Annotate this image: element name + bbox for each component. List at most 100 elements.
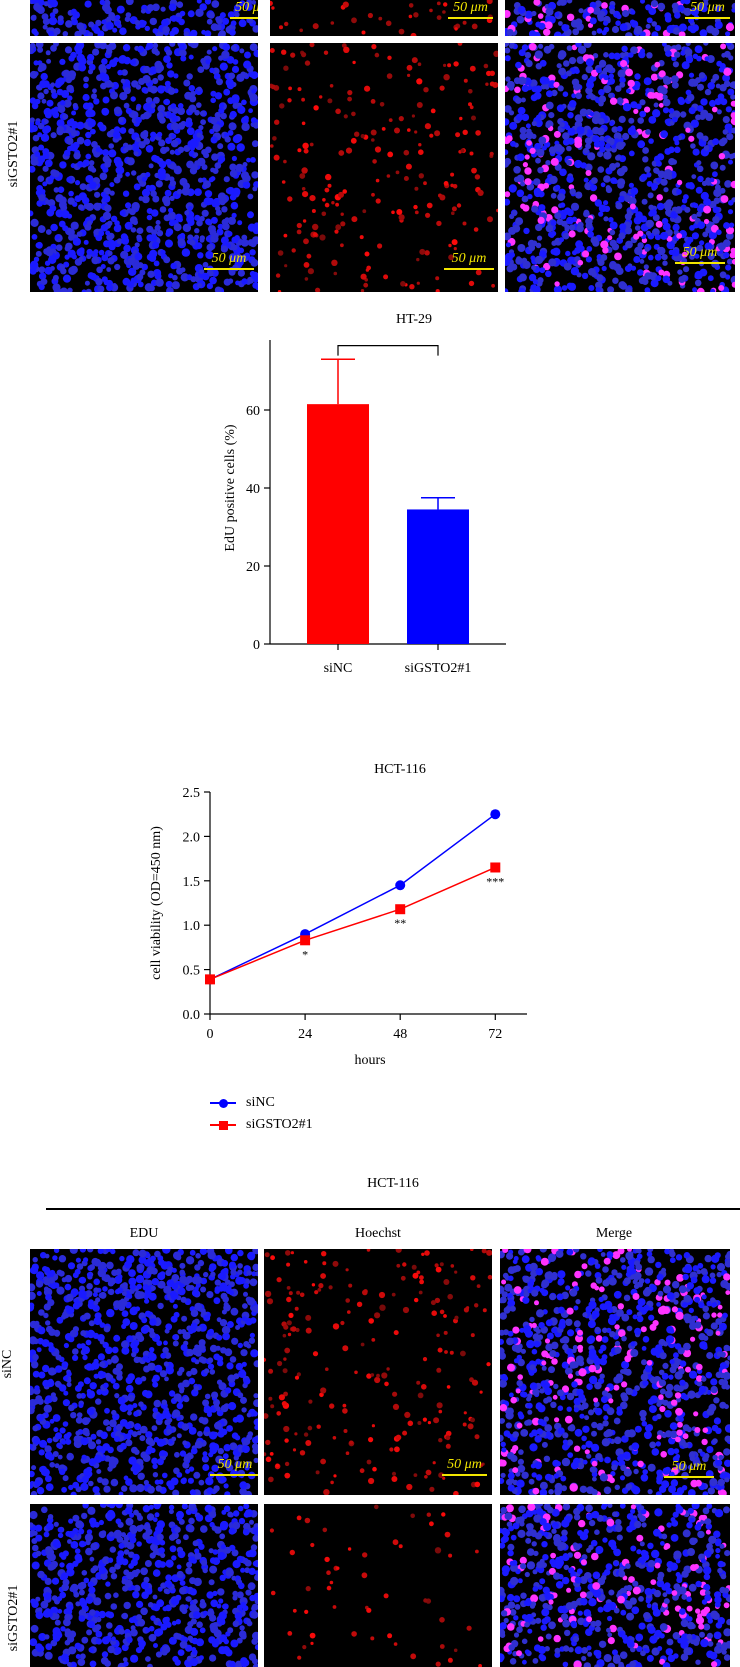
cell-nucleus [241,278,248,285]
cell-nucleus [312,23,319,30]
cell-nucleus [212,197,222,207]
cell-nucleus [235,1362,244,1371]
cell-nucleus [166,1428,173,1435]
cell-nucleus [108,149,117,158]
cell-nucleus [468,102,472,107]
cell-nucleus [658,102,664,108]
cell-nucleus [683,1294,692,1303]
cell-nucleus [442,10,446,14]
cell-nucleus [69,1249,78,1254]
cell-nucleus [288,1291,293,1296]
cell-nucleus [56,88,64,96]
cell-nucleus [535,223,543,232]
cell-nucleus [532,1388,540,1396]
cell-nucleus [242,162,248,167]
cell-nucleus [66,176,73,183]
cell-nucleus [40,278,48,285]
cell-nucleus [60,204,68,212]
cell-nucleus [234,1460,242,1468]
cell-nucleus [199,3,207,11]
cell-nucleus [523,1249,532,1254]
cell-nucleus [608,52,616,60]
cell-nucleus [320,1273,326,1279]
significance-label: *** [486,874,504,888]
cell-nucleus [120,233,128,241]
cell-nucleus [183,1456,190,1463]
cell-nucleus [543,1455,551,1462]
cell-nucleus [581,1263,588,1270]
cell-nucleus [687,25,694,32]
cell-nucleus [715,1318,723,1325]
cell-nucleus [595,1335,603,1342]
cell-nucleus [544,1424,553,1432]
cell-nucleus [244,51,251,59]
cell-nucleus [471,167,477,174]
cell-nucleus [246,1297,256,1306]
cell-nucleus [652,1415,658,1422]
cell-nucleus [675,1407,683,1416]
cell-nucleus [149,85,158,94]
cell-nucleus [335,224,342,231]
cell-nucleus [166,287,174,292]
cell-nucleus [227,11,235,19]
cell-nucleus [49,12,56,18]
cell-nucleus [179,1275,188,1284]
cell-nucleus [48,1345,56,1353]
cell-nucleus [617,1303,624,1310]
cell-nucleus [66,1431,72,1438]
cell-nucleus [220,245,228,253]
cell-nucleus [251,271,258,280]
cell-nucleus [155,1413,164,1422]
cell-nucleus [501,1279,507,1285]
cell-nucleus [50,243,57,251]
cell-nucleus [515,113,524,122]
cell-nucleus [500,1312,507,1320]
cell-nucleus [712,171,718,178]
cell-nucleus [699,29,708,36]
bar-siGSTO2#1 [407,509,469,644]
cell-nucleus [576,23,584,31]
cell-nucleus [330,21,335,25]
cell-nucleus [636,1315,644,1323]
cell-nucleus [596,28,603,34]
cell-nucleus [86,1629,93,1636]
cell-nucleus [125,171,130,177]
cell-nucleus [570,1461,579,1470]
cell-nucleus [305,1440,312,1446]
cell-nucleus [509,121,518,130]
cell-nucleus [87,1249,94,1253]
cell-nucleus [173,1467,180,1475]
cell-nucleus [706,55,715,63]
cell-nucleus [602,1266,609,1273]
cell-nucleus [625,1387,633,1395]
cell-nucleus [102,1341,109,1349]
cell-nucleus [222,1453,229,1460]
cell-nucleus [511,210,518,216]
cell-nucleus [84,1431,90,1437]
cell-nucleus [187,218,195,226]
cell-nucleus [30,218,39,227]
cell-nucleus [570,267,580,276]
cell-nucleus [613,1417,621,1425]
cell-nucleus [86,1390,96,1399]
cell-nucleus [323,50,329,55]
cell-nucleus [247,223,256,232]
cell-nucleus [85,1339,92,1346]
cell-nucleus [678,31,686,36]
bottom-hoechst-panel-sinc: 50 μm [264,1249,492,1495]
cell-nucleus [214,162,222,169]
cell-nucleus [78,63,87,72]
cell-nucleus [154,63,161,69]
cell-nucleus [678,23,687,32]
cell-nucleus [545,101,554,110]
cell-nucleus [579,1413,585,1419]
cell-nucleus [243,1291,248,1297]
cell-nucleus [224,217,230,223]
cell-nucleus [95,280,101,286]
cell-nucleus [160,1352,167,1359]
cell-nucleus [162,25,170,34]
cell-nucleus [130,227,137,233]
cell-nucleus [689,254,695,260]
cell-nucleus [657,246,666,256]
cell-nucleus [63,99,72,108]
